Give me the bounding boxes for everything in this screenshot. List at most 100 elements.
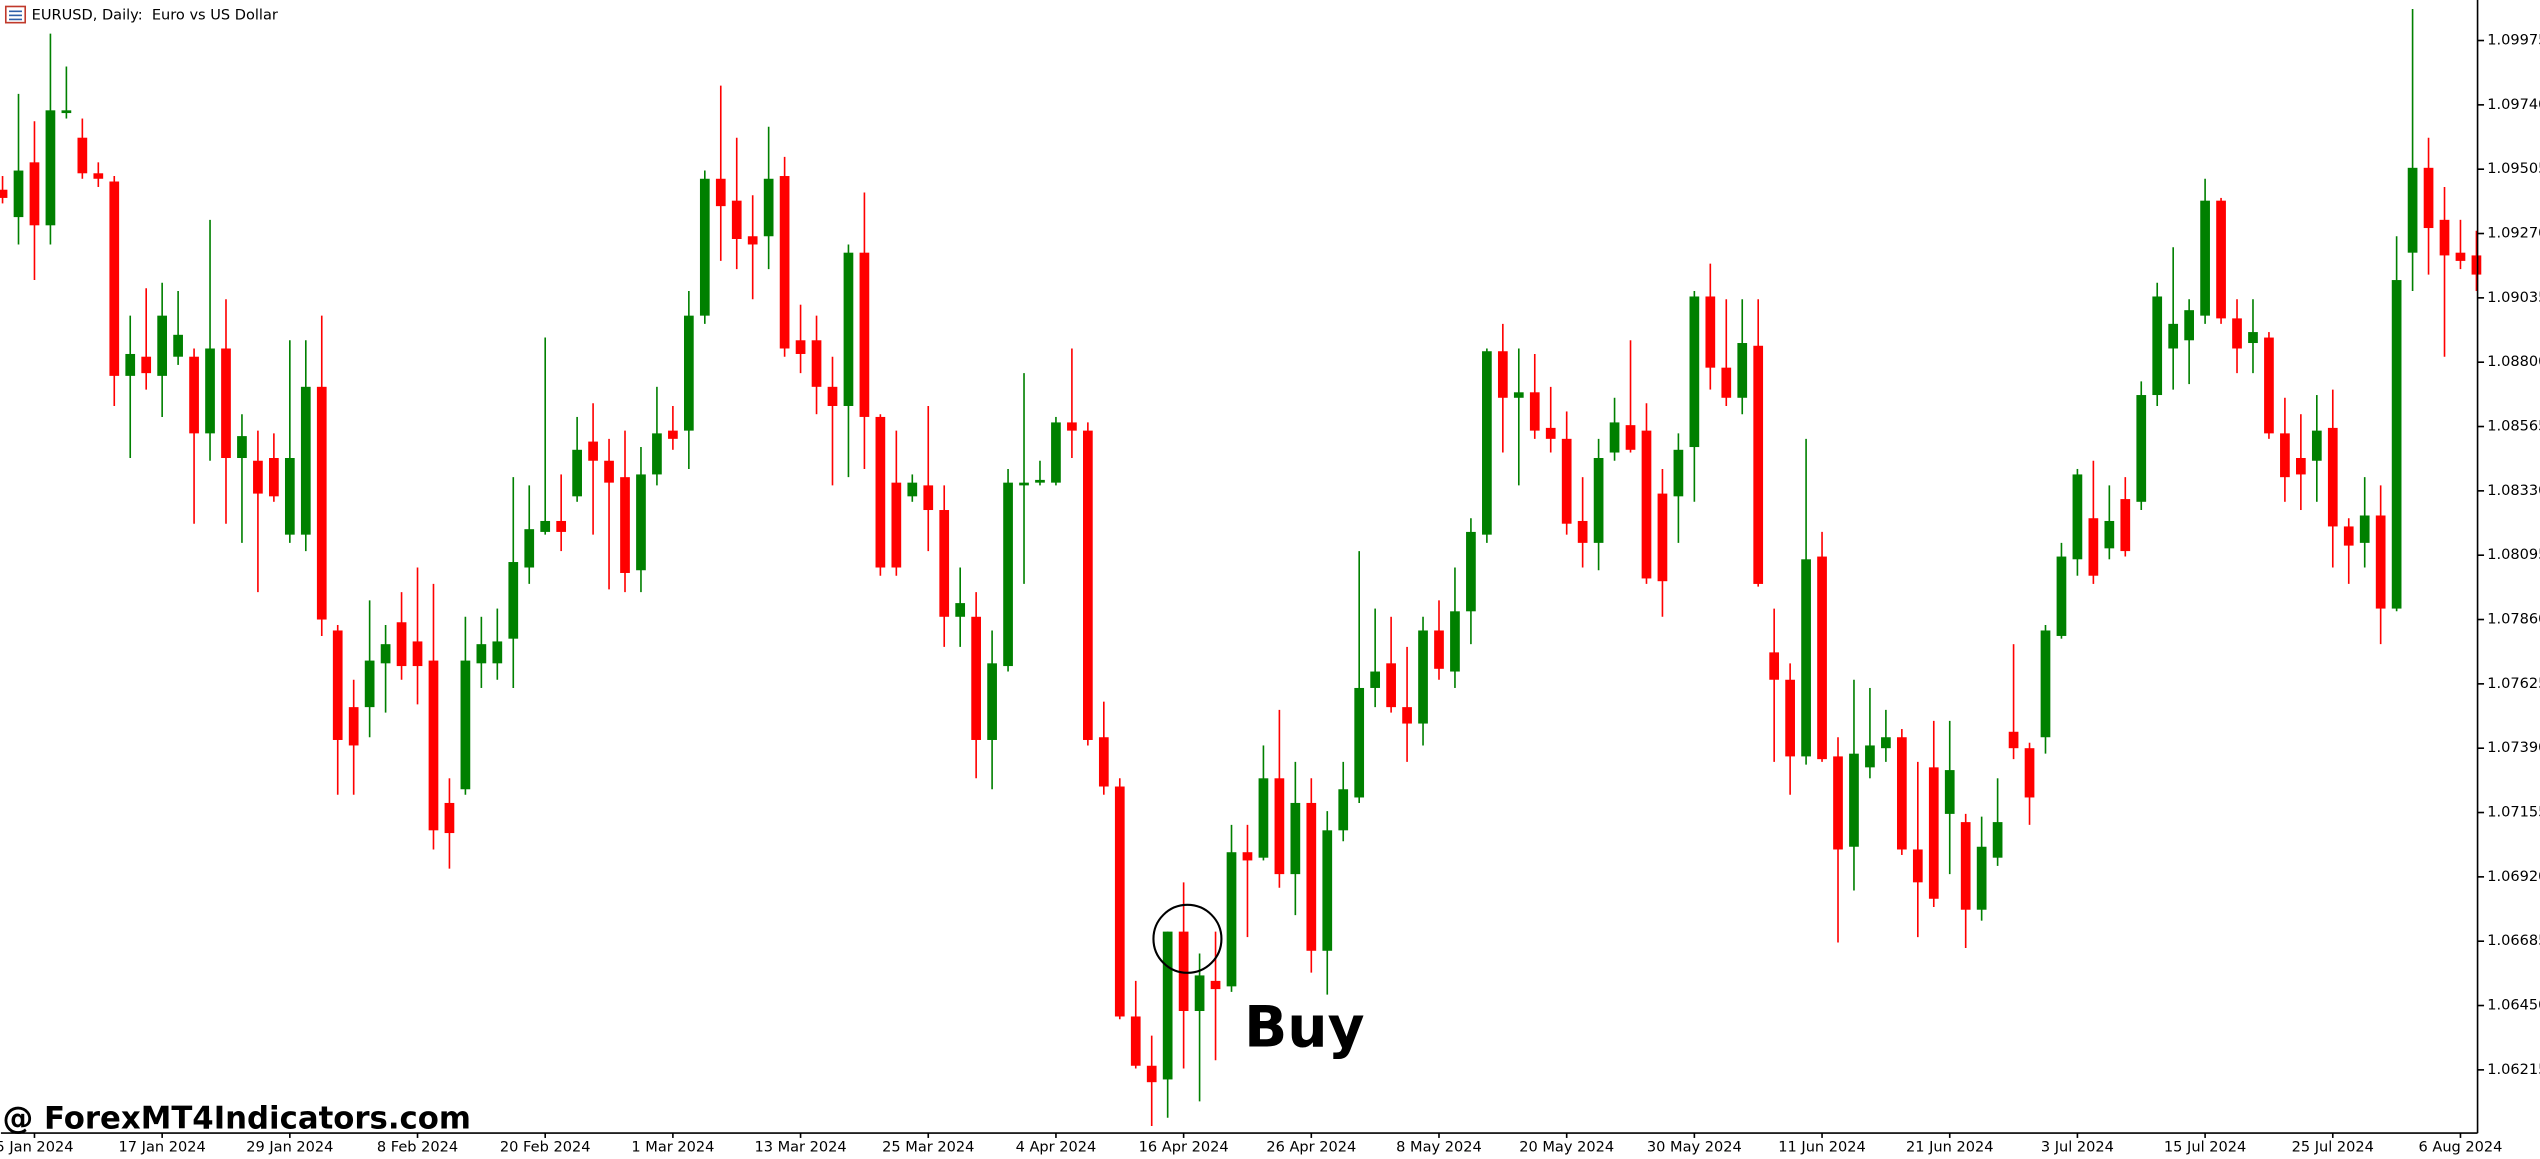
candle-body: [620, 477, 630, 573]
candle-body: [2168, 323, 2179, 349]
x-tick-label: 8 May 2024: [1396, 1139, 1482, 1156]
candle-body: [2407, 167, 2418, 253]
candle-body: [45, 110, 56, 226]
x-tick-label: 21 Jun 2024: [1906, 1139, 1994, 1156]
candle-body: [428, 660, 439, 831]
y-tick-label: 1.09975: [2487, 32, 2540, 49]
candle-body: [2200, 200, 2210, 316]
candle-body: [2152, 296, 2163, 396]
candle-body: [1960, 822, 1971, 910]
candle-body: [284, 458, 295, 535]
candle-body: [2343, 526, 2354, 546]
candle-body: [779, 176, 790, 349]
candle-body: [1386, 663, 1396, 708]
candle-body: [1354, 687, 1365, 798]
candle-body: [348, 707, 359, 746]
candle-body: [61, 110, 72, 114]
candle-body: [1051, 422, 1061, 483]
candle-body: [636, 474, 646, 571]
candle-body: [1306, 802, 1317, 951]
candle-body: [1003, 482, 1013, 667]
candle-body: [1418, 630, 1428, 724]
candle-body: [1529, 392, 1540, 431]
x-tick-label: 11 Jun 2024: [1778, 1139, 1866, 1156]
candle-body: [2088, 518, 2099, 576]
signal-circle: [1152, 903, 1223, 974]
candle-body: [843, 252, 854, 406]
candle-body: [141, 356, 152, 374]
candle-body: [380, 644, 391, 664]
candle-body: [604, 460, 614, 483]
x-tick-label: 17 Jan 2024: [119, 1139, 206, 1156]
candle-body: [971, 616, 981, 740]
candle-body: [269, 458, 279, 497]
candle-body: [1625, 425, 1636, 450]
candle-body: [2248, 332, 2258, 344]
candle-body: [1769, 652, 1780, 680]
x-tick-label: 20 May 2024: [1519, 1139, 1614, 1156]
y-tick-label: 1.07860: [2487, 611, 2540, 628]
candle-body: [859, 252, 870, 417]
candle-body: [2391, 280, 2402, 609]
candle-body: [2008, 731, 2019, 749]
candle-body: [1210, 980, 1221, 990]
candle-body: [652, 433, 662, 475]
candle-body: [1402, 707, 1412, 724]
candle-body: [189, 356, 199, 434]
x-tick-label: 8 Feb 2024: [377, 1139, 458, 1156]
candle-body: [444, 802, 455, 834]
candle-body: [2184, 310, 2194, 341]
candle-body: [907, 482, 918, 497]
candle-body: [1067, 422, 1077, 431]
candle-body: [2232, 318, 2242, 349]
x-tick-label: 15 Jul 2024: [2164, 1139, 2246, 1156]
candle-body: [939, 510, 950, 617]
watermark: @ ForexMT4Indicators.com: [3, 1101, 471, 1137]
x-tick-label: 4 Apr 2024: [1016, 1139, 1097, 1156]
candle-body: [1881, 737, 1891, 749]
candle-body: [316, 386, 327, 620]
candle-body: [668, 430, 678, 439]
candle-body: [1035, 479, 1045, 483]
candle-body: [2056, 556, 2067, 636]
candle-body: [1609, 422, 1620, 453]
x-tick-label: 30 May 2024: [1647, 1139, 1742, 1156]
candle-body: [2280, 433, 2290, 478]
candle-body: [1641, 430, 1652, 579]
candle-body: [1146, 1065, 1157, 1083]
candle-body: [2296, 458, 2306, 475]
y-tick-label: 1.09505: [2487, 160, 2540, 177]
title-icon: [4, 5, 27, 24]
candle-body: [1370, 671, 1381, 688]
candle-body: [364, 660, 375, 708]
candle-body: [0, 189, 8, 198]
candle-body: [1019, 482, 1029, 486]
candle-body: [173, 334, 183, 357]
candle-body: [1178, 931, 1189, 1012]
candle-body: [763, 178, 774, 237]
candle-body: [93, 173, 104, 179]
candle-body: [1162, 931, 1173, 1080]
chart-title: EURUSD, Daily: Euro vs US Dollar: [32, 6, 278, 23]
candle-body: [699, 178, 710, 316]
candle-body: [1705, 296, 1716, 368]
candle-body: [460, 660, 471, 790]
candle-body: [221, 348, 231, 459]
candle-body: [1928, 767, 1939, 899]
y-tick-label: 1.09270: [2487, 225, 2540, 242]
candle-body: [13, 170, 24, 218]
candle-body: [1194, 975, 1205, 1012]
candle-body: [1833, 756, 1843, 850]
x-tick-label: 20 Feb 2024: [500, 1139, 591, 1156]
candle-body: [2072, 474, 2083, 560]
candle-body: [1896, 737, 1907, 850]
candle-body: [1083, 430, 1093, 740]
candle-body: [1801, 559, 1811, 757]
x-tick-label: 25 Mar 2024: [882, 1139, 974, 1156]
candle-body: [205, 348, 215, 434]
candle-body: [492, 641, 503, 664]
candle-body: [1322, 830, 1333, 951]
